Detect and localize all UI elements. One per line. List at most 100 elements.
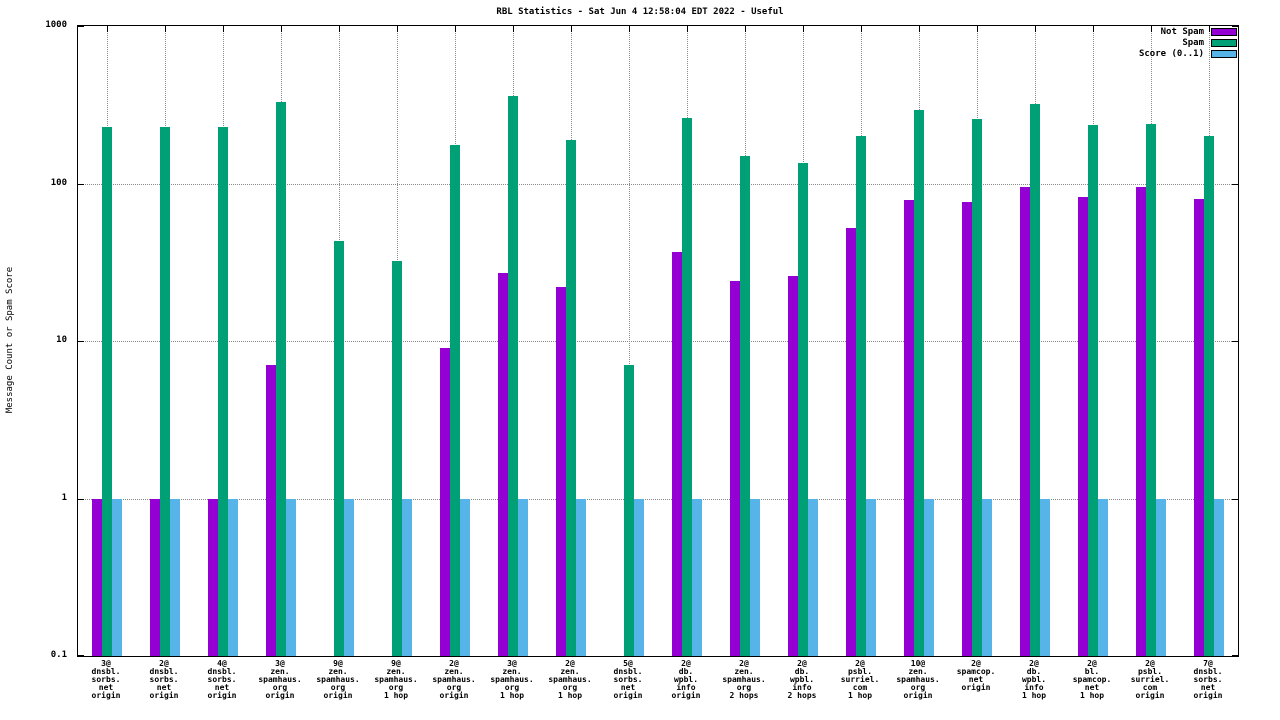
x-tick-label-line: origin: [1193, 691, 1223, 700]
x-tick-label-line: zen.: [386, 667, 406, 676]
x-tick-label-line: org: [330, 683, 346, 692]
bar: [1040, 498, 1050, 656]
bar: [846, 228, 856, 656]
y-tick-mark: [1232, 498, 1238, 500]
x-tick-label-line: psbl.: [1137, 667, 1163, 676]
x-tick-label-line: db.: [678, 667, 694, 676]
x-tick-label-line: 1 hop: [499, 691, 525, 700]
x-tick-label-line: origin: [903, 691, 933, 700]
bar: [682, 118, 692, 656]
x-tick-mark: [919, 26, 920, 32]
x-tick-label-line: 10@: [910, 659, 926, 668]
x-tick-label: 2@ spamcop. net origin: [947, 660, 1005, 692]
x-tick-label-line: surriel.: [1130, 675, 1170, 684]
bar: [460, 498, 470, 656]
x-tick-label-line: spamhaus.: [316, 675, 360, 684]
x-tick-mark: [513, 26, 514, 32]
bar: [1088, 125, 1098, 656]
bar: [904, 200, 914, 656]
bar: [276, 101, 286, 656]
x-tick-mark: [223, 26, 224, 32]
x-tick-label-line: zen.: [734, 667, 754, 676]
x-tick-label-line: com: [1142, 683, 1158, 692]
x-tick-label-line: info: [1024, 683, 1044, 692]
x-tick-label-line: 2@: [681, 659, 691, 668]
y-tick-label: 10: [56, 335, 67, 345]
x-tick-mark: [861, 26, 862, 32]
bar: [576, 498, 586, 656]
bar: [750, 498, 760, 656]
y-tick-label: 100: [50, 177, 67, 188]
bar: [1214, 498, 1224, 656]
x-tick-label-line: dnsbl.: [91, 667, 121, 676]
y-tick-label: 1: [61, 492, 67, 503]
x-tick-label-line: org: [446, 683, 462, 692]
x-tick-label: 2@ db. wpbl. info 1 hop: [1005, 660, 1063, 700]
x-tick-label-line: surriel.: [840, 675, 880, 684]
x-tick-label-line: wpbl.: [789, 675, 815, 684]
x-tick-label-line: origin: [1135, 691, 1165, 700]
y-tick-mark: [78, 498, 84, 500]
bar: [1030, 103, 1040, 656]
x-tick-label-line: org: [388, 683, 404, 692]
x-tick-label-line: 3@: [507, 659, 517, 668]
x-tick-label: 5@ dnsbl. sorbs. net origin: [599, 660, 657, 700]
x-tick-label: 2@ psbl. surriel. com origin: [1121, 660, 1179, 700]
y-tick-mark: [78, 183, 84, 185]
x-tick-label-line: net: [214, 683, 230, 692]
x-tick-label-line: net: [1084, 683, 1100, 692]
x-tick-label-line: origin: [671, 691, 701, 700]
x-tick-label-line: sorbs.: [207, 675, 237, 684]
plot-area: [77, 25, 1239, 657]
bar: [866, 498, 876, 656]
bar: [692, 498, 702, 656]
x-tick-label-line: 2@: [855, 659, 865, 668]
x-tick-label-line: spamcop.: [956, 667, 996, 676]
y-tick-mark: [78, 26, 84, 27]
x-tick-label-line: sorbs.: [91, 675, 121, 684]
x-tick-label: 3@ zen. spamhaus. org 1 hop: [483, 660, 541, 700]
y-tick-mark: [1232, 655, 1238, 656]
x-tick-label-line: dnsbl.: [1193, 667, 1223, 676]
x-tick-label: 2@ zen. spamhaus. org 1 hop: [541, 660, 599, 700]
x-tick-label-line: 1 hop: [383, 691, 409, 700]
x-tick-label: 3@ dnsbl. sorbs. net origin: [77, 660, 135, 700]
x-tick-label-line: zen.: [444, 667, 464, 676]
x-tick-mark: [803, 26, 804, 32]
x-tick-label-line: dnsbl.: [613, 667, 643, 676]
legend-item: Not Spam: [1139, 27, 1237, 37]
bar: [266, 365, 276, 656]
bar: [972, 119, 982, 656]
bar: [808, 498, 818, 656]
bar: [962, 202, 972, 656]
x-tick-label-line: spamhaus.: [896, 675, 940, 684]
x-tick-label-line: net: [968, 675, 984, 684]
bar: [634, 498, 644, 656]
legend-swatch: [1211, 27, 1237, 36]
x-tick-label-line: psbl.: [847, 667, 873, 676]
x-tick-label-line: org: [272, 683, 288, 692]
x-tick-mark: [281, 26, 282, 32]
x-tick-label-line: zen.: [560, 667, 580, 676]
bar: [392, 261, 402, 656]
bar: [150, 498, 160, 656]
legend: Not Spam Spam Score (0..1): [1139, 27, 1237, 60]
x-tick-label-line: 9@: [391, 659, 401, 668]
bar: [344, 498, 354, 656]
x-tick-label: 10@ zen. spamhaus. org origin: [889, 660, 947, 700]
bar: [286, 498, 296, 656]
x-tick-mark: [455, 26, 456, 32]
x-tick-mark: [1209, 26, 1210, 32]
bar: [440, 348, 450, 656]
bar: [1146, 123, 1156, 656]
bar: [672, 251, 682, 656]
bar: [170, 498, 180, 656]
x-tick-label-line: spamhaus.: [548, 675, 592, 684]
x-tick-label-line: 1 hop: [1021, 691, 1047, 700]
x-tick-label-line: origin: [207, 691, 237, 700]
x-tick-mark: [629, 26, 630, 32]
bar: [1204, 136, 1214, 656]
x-tick-label-line: sorbs.: [1193, 675, 1223, 684]
x-tick-label-line: 3@: [275, 659, 285, 668]
